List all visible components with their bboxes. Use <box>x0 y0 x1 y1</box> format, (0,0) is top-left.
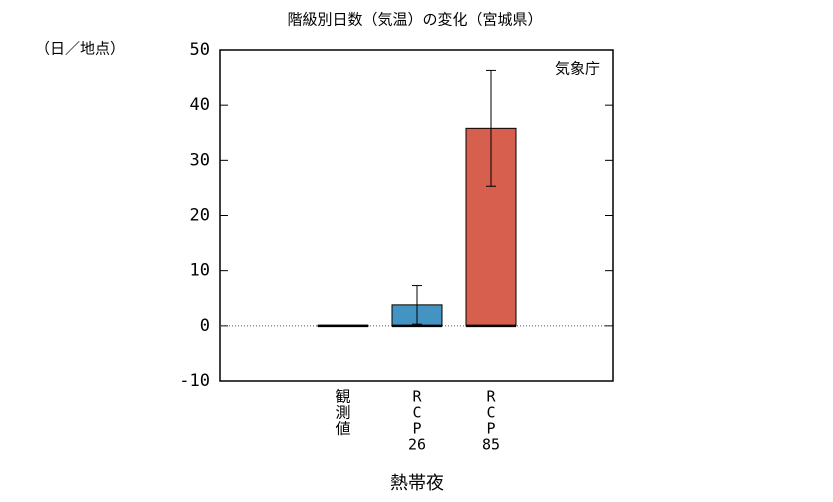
y-tick-label: 40 <box>190 95 210 115</box>
x-tick-label: 値 <box>335 420 350 438</box>
y-tick-label: -10 <box>179 371 210 391</box>
annotation: 気象庁 <box>555 60 600 78</box>
y-tick-label: 10 <box>190 261 210 281</box>
x-axis-label: 熱帯夜 <box>390 473 444 494</box>
x-tick-label: P <box>486 420 495 438</box>
x-tick-label: C <box>412 404 421 422</box>
x-tick-label: 26 <box>408 436 426 454</box>
y-tick-label: 20 <box>190 206 210 226</box>
x-tick-label: R <box>412 388 422 406</box>
x-tick-label: 測 <box>335 404 350 422</box>
x-tick-label: P <box>412 420 421 438</box>
y-unit-label: （日／地点） <box>35 40 125 58</box>
x-tick-label: 85 <box>482 436 500 454</box>
y-tick-label: 0 <box>200 316 210 336</box>
x-tick-label: 観 <box>335 388 350 406</box>
y-tick-label: 30 <box>190 150 210 170</box>
chart-title: 階級別日数（気温）の変化（宮城県） <box>287 11 542 29</box>
x-tick-label: C <box>486 404 495 422</box>
y-tick-label: 50 <box>190 40 210 60</box>
plot-frame <box>219 49 614 382</box>
x-tick-label: R <box>486 388 496 406</box>
